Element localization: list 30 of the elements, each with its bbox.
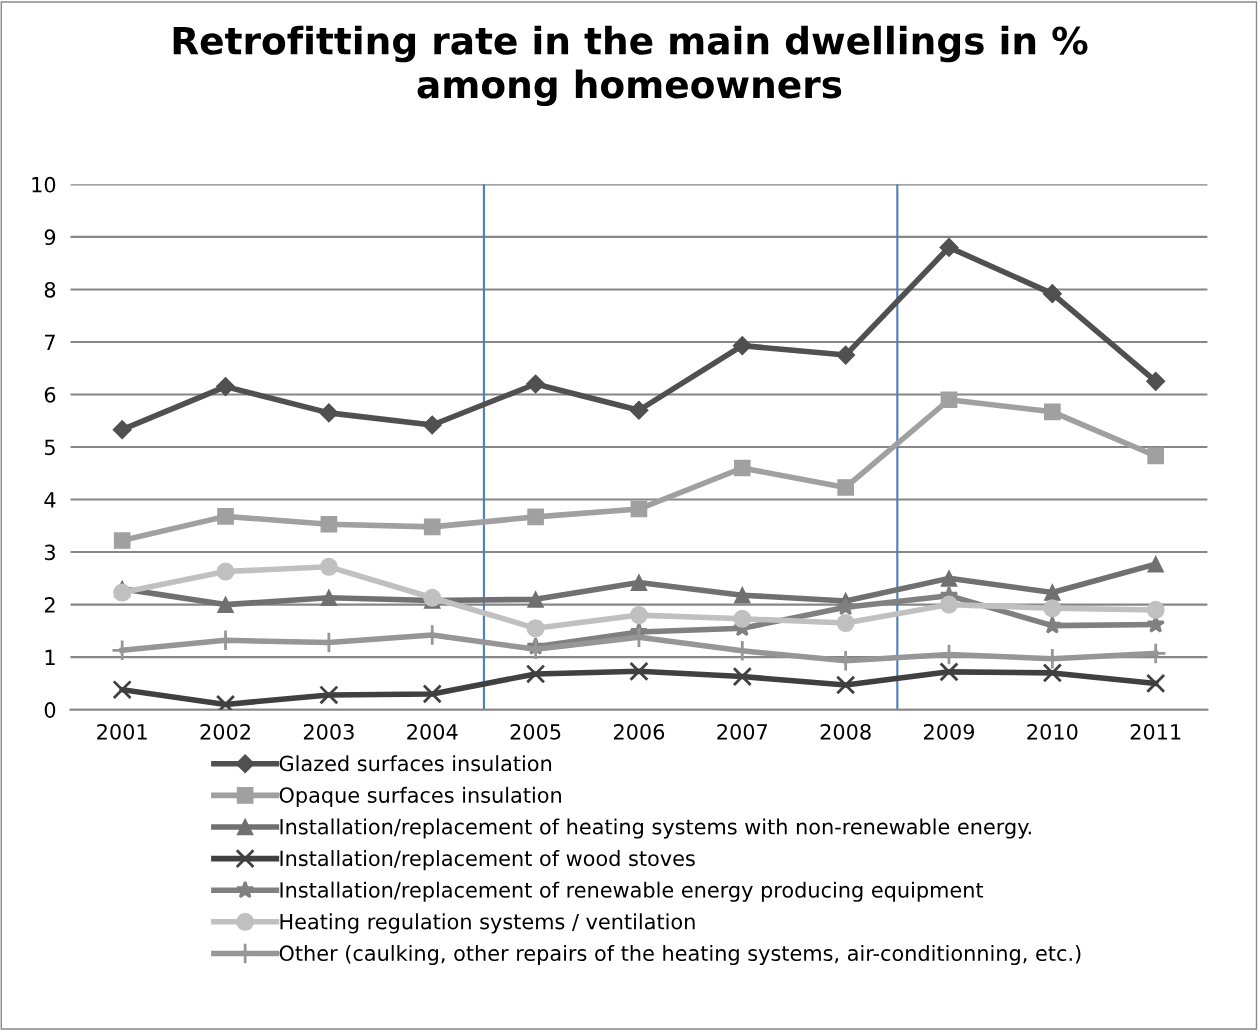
- legend-label: Installation/replacement of renewable energy producing equipment: [280, 881, 984, 902]
- y-tick-label: 8: [44, 281, 56, 298]
- x-tick-label: 2010: [1027, 723, 1078, 740]
- legend-label: Installation/replacement of wood stoves: [280, 850, 695, 871]
- y-tick-label: 9: [44, 229, 56, 246]
- legend-label: Other (caulking, other repairs of the heating systems, air-conditionning, etc.): [279, 944, 1081, 966]
- y-tick-label: 2: [44, 597, 55, 613]
- x-tick-label: 2008: [820, 723, 871, 740]
- legend-label: Installation/replacement of heating systems with non-renewable energy.: [280, 818, 1031, 839]
- x-tick-label: 2002: [200, 723, 250, 740]
- y-tick-label: 1: [45, 649, 55, 666]
- y-tick-label: 5: [44, 439, 55, 456]
- x-tick-label: 2006: [613, 723, 665, 740]
- y-tick-label: 4: [44, 492, 56, 508]
- x-tick-label: 2011: [1130, 723, 1181, 740]
- x-tick-label: 2004: [407, 723, 458, 740]
- legend-label: Glazed surfaces insulation: [279, 755, 551, 772]
- x-tick-label: 2007: [717, 723, 768, 740]
- legend-label: Heating regulation systems / ventilation: [280, 913, 695, 934]
- y-tick-label: 0: [44, 702, 56, 718]
- chart-title: Retrofitting rate in the main dwellings in % among homeowners: [173, 25, 1088, 107]
- y-tick-label: 6: [44, 386, 56, 403]
- y-tick-label: 7: [45, 334, 55, 350]
- x-tick-label: 2005: [510, 723, 561, 740]
- x-tick-label: 2003: [303, 723, 354, 740]
- x-tick-label: 2001: [97, 723, 147, 740]
- legend-label: Opaque surfaces insulation: [279, 786, 561, 807]
- y-tick-label: 10: [32, 176, 56, 193]
- y-tick-label: 3: [44, 544, 55, 561]
- x-tick-label: 2009: [924, 723, 975, 740]
